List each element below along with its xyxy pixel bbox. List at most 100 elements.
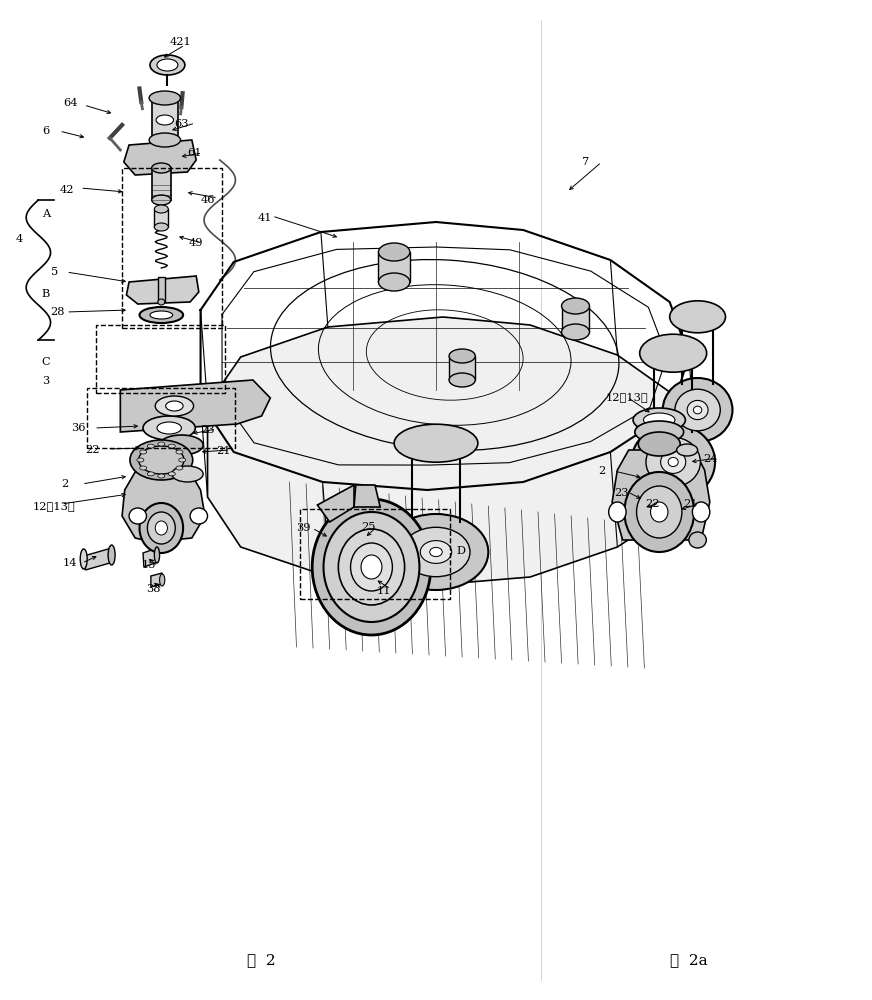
Text: C: C [42,357,51,367]
Ellipse shape [312,499,431,635]
Ellipse shape [692,502,710,522]
Ellipse shape [152,195,171,205]
Text: 4: 4 [16,234,23,244]
Ellipse shape [155,396,194,416]
Text: 7: 7 [582,157,589,167]
Text: 23: 23 [614,488,629,498]
Ellipse shape [147,444,154,448]
Ellipse shape [176,450,183,454]
Ellipse shape [80,549,87,569]
Text: 421: 421 [170,37,192,47]
Ellipse shape [430,547,442,557]
Bar [152,168,171,200]
Ellipse shape [155,521,167,535]
Bar [87,388,235,448]
Text: 41: 41 [257,213,272,223]
Ellipse shape [562,324,589,340]
Text: 图  2: 图 2 [248,953,276,967]
Text: 23: 23 [201,425,215,435]
Ellipse shape [562,298,589,314]
Ellipse shape [140,307,183,323]
Text: 49: 49 [188,238,203,248]
Ellipse shape [677,444,698,456]
Ellipse shape [402,527,470,577]
Ellipse shape [179,458,186,462]
Ellipse shape [670,301,726,333]
Text: 6: 6 [42,126,49,136]
Text: 15: 15 [142,560,157,570]
Text: 5: 5 [51,267,58,277]
Ellipse shape [139,446,184,474]
Ellipse shape [160,435,203,455]
Polygon shape [354,485,380,507]
Polygon shape [612,450,710,540]
Polygon shape [126,276,199,304]
Ellipse shape [449,373,475,387]
Ellipse shape [624,472,694,552]
Ellipse shape [158,442,165,446]
Bar [152,98,178,140]
Ellipse shape [140,503,183,553]
Ellipse shape [644,413,675,427]
Ellipse shape [420,541,452,563]
Polygon shape [84,548,113,570]
Ellipse shape [324,512,419,622]
Text: 25: 25 [361,522,376,532]
Text: D: D [457,546,466,556]
Text: 12（13）: 12（13） [606,392,649,402]
Ellipse shape [190,508,208,524]
Bar [562,306,589,332]
Ellipse shape [687,400,708,420]
Ellipse shape [176,466,183,470]
Ellipse shape [143,416,195,440]
Ellipse shape [338,529,405,605]
Text: 63: 63 [174,119,189,129]
Polygon shape [120,380,270,432]
Ellipse shape [633,408,685,432]
Polygon shape [317,485,354,522]
Ellipse shape [154,205,168,213]
Ellipse shape [394,424,478,462]
Ellipse shape [157,422,181,434]
Ellipse shape [449,349,475,363]
Ellipse shape [378,273,410,291]
Ellipse shape [140,466,146,470]
Text: 61: 61 [187,148,202,158]
Text: A: A [42,209,50,219]
Text: 38: 38 [146,584,161,594]
Text: 11: 11 [377,586,392,596]
Text: 24: 24 [703,454,718,464]
Text: 图  2a: 图 2a [670,953,708,967]
Text: B: B [42,289,51,299]
Ellipse shape [108,545,115,565]
Polygon shape [124,140,196,175]
Ellipse shape [168,472,175,476]
Ellipse shape [140,450,146,454]
Ellipse shape [635,421,684,443]
Ellipse shape [154,547,160,563]
Ellipse shape [166,401,183,411]
Ellipse shape [661,451,685,473]
Ellipse shape [631,424,715,500]
Ellipse shape [351,543,392,591]
Ellipse shape [147,512,175,544]
Ellipse shape [149,91,181,105]
Text: 2: 2 [598,466,605,476]
Bar [378,252,410,282]
Text: 3: 3 [42,376,49,386]
Ellipse shape [172,466,203,482]
Ellipse shape [156,115,174,125]
Ellipse shape [638,432,680,456]
Bar [96,325,225,393]
Text: 39: 39 [296,523,311,533]
Text: 22: 22 [645,499,660,509]
Ellipse shape [129,508,146,524]
Polygon shape [208,317,696,585]
Ellipse shape [130,440,193,480]
Ellipse shape [384,514,488,590]
Ellipse shape [693,406,702,414]
Ellipse shape [689,532,706,548]
Ellipse shape [150,311,173,319]
Polygon shape [122,472,205,542]
Ellipse shape [147,472,154,476]
